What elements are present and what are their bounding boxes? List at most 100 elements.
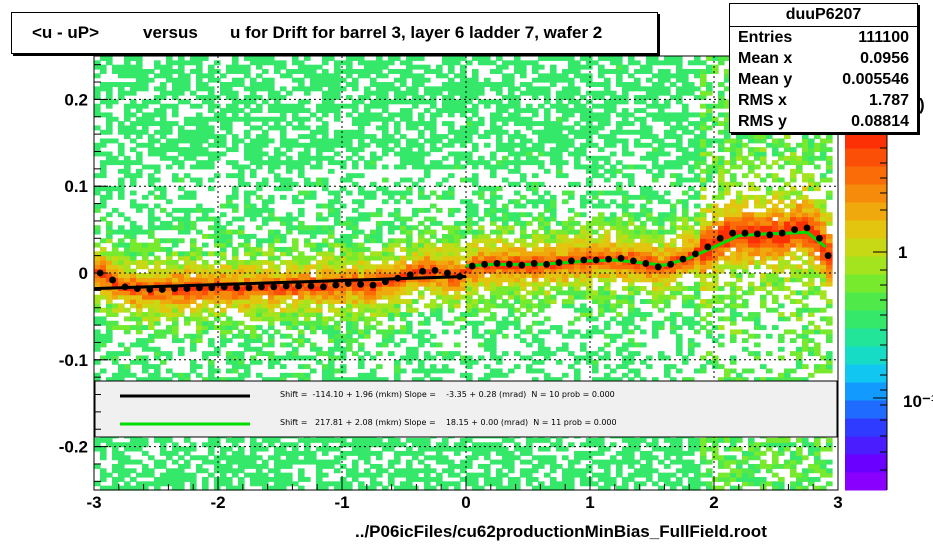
heatmap-cell [106,338,113,344]
heatmap-cell [358,229,365,235]
heatmap-cell [472,442,479,448]
heatmap-cell [250,476,257,482]
heatmap-cell [238,273,245,278]
heatmap-cell [448,129,455,135]
heatmap-cell [238,286,245,291]
heatmap-cell [166,164,173,170]
heatmap-cell [520,238,527,244]
heatmap-cell [166,437,173,443]
heatmap-cell [112,69,119,74]
heatmap-cell [538,86,545,92]
heatmap-cell [232,368,239,374]
heatmap-cell [400,468,407,474]
heatmap-cell [130,485,137,491]
heatmap-cell [172,307,179,313]
heatmap-cell [406,225,413,231]
heatmap-cell [490,69,497,74]
heatmap-cell [532,155,539,161]
heatmap-cell [562,273,569,278]
heatmap-cell [472,207,479,213]
heatmap-cell [586,476,593,482]
heatmap-cell [442,86,449,92]
heatmap-cell [322,377,329,383]
heatmap-cell [274,485,281,491]
heatmap-cell [178,64,185,70]
heatmap-cell [148,455,155,461]
heatmap-cell [346,303,353,309]
heatmap-cell [244,181,251,187]
heatmap-cell [406,151,413,157]
heatmap-cell [316,108,323,114]
heatmap-cell [520,294,527,300]
heatmap-cell [586,238,593,244]
heatmap-cell [238,320,245,326]
heatmap-cell [316,351,323,357]
heatmap-cell [472,164,479,170]
heatmap-cell [256,476,263,482]
heatmap-cell [220,342,227,348]
heatmap-cell [130,103,137,109]
heatmap-cell [490,112,497,118]
heatmap-cell [178,346,185,352]
heatmap-cell [406,485,413,491]
heatmap-cell [352,216,359,222]
heatmap-cell [166,220,173,226]
heatmap-cell [268,138,275,144]
heatmap-cell [514,142,521,148]
heatmap-cell [124,351,131,357]
heatmap-cell [160,437,167,443]
heatmap-cell [256,325,263,331]
heatmap-cell [178,273,185,278]
heatmap-cell [538,147,545,153]
heatmap-cell [358,364,365,370]
heatmap-cell [118,273,125,278]
heatmap-cell [130,82,137,87]
heatmap-cell [484,199,491,205]
heatmap-cell [466,290,473,296]
heatmap-cell [118,325,125,331]
heatmap-cell [454,277,461,283]
heatmap-cell [394,142,401,148]
heatmap-cell [250,346,257,352]
heatmap-cell [154,320,161,326]
heatmap-cell [370,476,377,482]
heatmap-cell [328,207,335,213]
heatmap-cell [568,207,575,213]
heatmap-cell [382,377,389,383]
heatmap-cell [496,372,503,378]
heatmap-cell [220,82,227,87]
heatmap-cell [562,108,569,114]
heatmap-cell [238,307,245,313]
heatmap-cell [430,277,437,283]
heatmap-cell [118,186,125,192]
heatmap-cell [124,173,131,179]
heatmap-cell [268,212,275,218]
heatmap-cell [376,86,383,92]
heatmap-cell [358,95,365,100]
heatmap-cell [214,95,221,100]
heatmap-cell [406,346,413,352]
heatmap-cell [178,194,185,200]
heatmap-cell [238,69,245,74]
heatmap-cell [118,303,125,309]
heatmap-cell [352,147,359,153]
heatmap-cell [178,207,185,213]
heatmap-cell [112,155,119,161]
heatmap-cell [484,212,491,218]
heatmap-cell [316,242,323,248]
heatmap-cell [400,220,407,226]
heatmap-cell [328,316,335,322]
heatmap-cell [454,225,461,231]
heatmap-cell [256,95,263,100]
heatmap-cell [358,134,365,140]
heatmap-cell [346,329,353,335]
heatmap-cell [298,472,305,478]
heatmap-cell [250,329,257,335]
heatmap-cell [310,181,317,187]
heatmap-cell [160,125,167,131]
heatmap-cell [316,86,323,92]
heatmap-cell [562,125,569,131]
heatmap-cell [136,160,143,166]
heatmap-cell [226,329,233,335]
heatmap-cell [538,259,545,265]
